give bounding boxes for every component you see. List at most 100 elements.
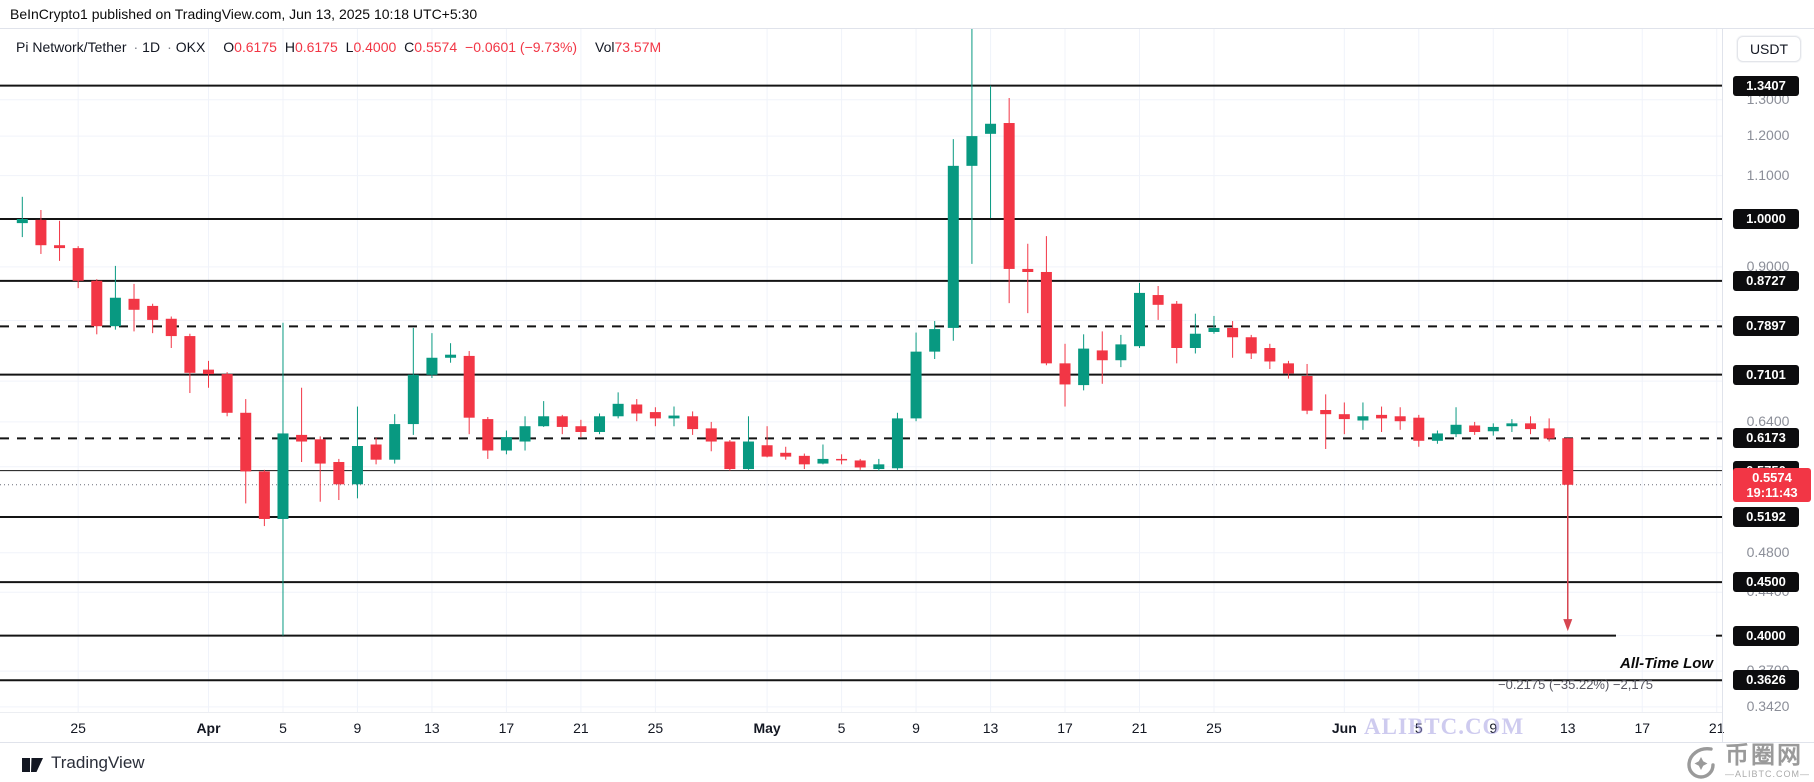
- price-level-badge[interactable]: 1.0000: [1733, 209, 1799, 229]
- candle-body: [296, 434, 308, 442]
- candle-body: [1227, 327, 1239, 338]
- legend-separator: ·: [133, 39, 139, 55]
- high-value: 0.6175: [294, 39, 338, 55]
- price-level-badge[interactable]: 0.4000: [1733, 625, 1799, 646]
- candle-body: [184, 336, 196, 373]
- time-tick-label: 5: [279, 720, 287, 736]
- candle-body: [370, 444, 382, 460]
- candle-body: [1245, 337, 1257, 354]
- candle-body: [426, 357, 438, 375]
- candle-body: [1282, 363, 1294, 374]
- candle-body: [482, 419, 494, 451]
- candle-body: [333, 462, 345, 485]
- currency-button[interactable]: USDT: [1737, 36, 1801, 62]
- measure-arrowhead: [1563, 619, 1573, 632]
- candle-body: [109, 297, 121, 327]
- candle-body: [1394, 416, 1406, 422]
- candle-body: [407, 374, 419, 425]
- time-tick-label: 13: [424, 720, 440, 736]
- price-tick-label: 0.6400: [1746, 412, 1790, 429]
- candle-body: [1562, 438, 1574, 485]
- exchange-label: OKX: [175, 39, 206, 55]
- candle-body: [910, 351, 922, 419]
- candle-body: [1431, 433, 1443, 441]
- last-price-badge[interactable]: 0.5574 19:11:43: [1733, 467, 1811, 502]
- candle-body: [91, 280, 103, 327]
- candle-body: [1115, 344, 1127, 361]
- time-tick-label: 25: [647, 720, 664, 736]
- candle-body: [687, 416, 699, 430]
- price-level-badge[interactable]: 0.7101: [1733, 364, 1799, 385]
- candle-body: [631, 404, 643, 414]
- candle-body: [891, 418, 903, 469]
- candle-body: [203, 369, 214, 375]
- time-tick-label: 9: [353, 720, 362, 736]
- volume-value: 73.57M: [614, 39, 662, 55]
- candle-body: [1338, 414, 1350, 420]
- site-logo-text: 币圈网: [1724, 742, 1803, 769]
- candle-body: [705, 428, 717, 442]
- price-level-badge[interactable]: 0.7897: [1733, 316, 1799, 337]
- time-tick-label: May: [753, 720, 781, 736]
- candle-body: [873, 464, 885, 470]
- price-tick-label: 1.2000: [1746, 127, 1790, 144]
- price-tick-label: 0.4800: [1746, 543, 1790, 560]
- all-time-low-label: All-Time Low: [1620, 655, 1714, 672]
- volume-label: Vol: [595, 39, 615, 55]
- candle-body: [985, 123, 997, 134]
- candle-body: [836, 458, 848, 461]
- time-tick-label: 17: [1634, 720, 1651, 736]
- chart-pane[interactable]: Pi Network/Tether · 1D · OKX O0.6175 H0.6175…: [0, 28, 1722, 713]
- candle-body: [649, 412, 661, 419]
- candle-body: [72, 248, 84, 281]
- candle-body: [1189, 333, 1201, 348]
- candle-body: [742, 441, 754, 470]
- low-value: 0.4000: [353, 39, 397, 55]
- change-value: −0.0601 (−9.73%): [465, 39, 578, 55]
- candle-body: [389, 424, 401, 460]
- candle-body: [277, 433, 289, 519]
- candle-body: [817, 458, 829, 464]
- candle-body: [538, 416, 550, 427]
- price-level-badge[interactable]: 0.6173: [1733, 428, 1799, 449]
- candle-body: [165, 318, 177, 337]
- candle-body: [1264, 347, 1276, 362]
- candle-body: [612, 403, 624, 417]
- candle-body: [1376, 414, 1388, 419]
- candle-body: [854, 460, 866, 468]
- candle-body: [947, 165, 959, 328]
- time-tick-label: 9: [912, 720, 920, 736]
- site-logo: 币圈网 —ALIBTC.COM—: [1681, 743, 1810, 782]
- time-tick-label: 17: [1057, 720, 1073, 736]
- candle-body: [1096, 350, 1108, 361]
- time-axis[interactable]: 25 Apr 5 9 13 17 21 25 May 5 9 13 17 21 25 Jun 5 9 13 17 21: [0, 712, 1725, 743]
- symbol-name: Pi Network/Tether: [16, 39, 127, 55]
- time-tick-label: 13: [982, 720, 999, 736]
- candle-body: [724, 441, 736, 470]
- candle-body: [1506, 423, 1518, 427]
- candle-body: [1152, 295, 1164, 305]
- candle-body: [798, 455, 810, 465]
- candle-body: [147, 305, 159, 320]
- candle-body: [1134, 292, 1145, 347]
- legend-separator: ·: [167, 39, 172, 55]
- price-scale[interactable]: USDT 1.30001.20001.10000.90000.70000.640…: [1722, 28, 1814, 743]
- price-level-badge[interactable]: 1.3407: [1733, 75, 1799, 96]
- high-label: H: [284, 39, 295, 55]
- tradingview-brand-text: TradingView: [51, 753, 145, 772]
- candle-body: [519, 426, 531, 442]
- price-level-badge[interactable]: 0.4500: [1733, 572, 1799, 593]
- candle-body: [1413, 417, 1425, 441]
- price-level-badge[interactable]: 0.3626: [1733, 670, 1799, 691]
- tradingview-logo[interactable]: TradingView: [20, 751, 145, 775]
- candle-body: [1059, 363, 1071, 385]
- chart-legend[interactable]: Pi Network/Tether · 1D · OKX O0.6175 H0.6175…: [16, 39, 665, 55]
- price-level-badge[interactable]: 0.5192: [1733, 507, 1799, 528]
- price-level-badge[interactable]: 0.8727: [1733, 270, 1799, 291]
- candle-body: [668, 415, 680, 419]
- candle-body: [1003, 123, 1015, 269]
- candle-body: [1208, 327, 1220, 332]
- candle-body: [1320, 410, 1332, 415]
- time-tick-label: 21: [1708, 720, 1725, 736]
